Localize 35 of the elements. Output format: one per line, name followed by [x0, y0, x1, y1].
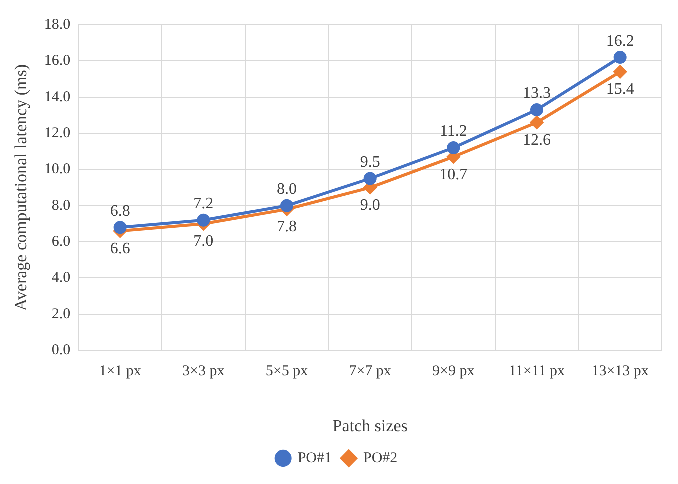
data-label: 9.5 [360, 154, 380, 171]
data-label: 15.4 [606, 81, 634, 98]
legend-label: PO#2 [364, 450, 398, 466]
data-label: 8.0 [276, 181, 297, 198]
x-tick-label: 1×1 px [99, 364, 142, 380]
y-tick-label: 0.0 [52, 342, 71, 359]
data-label: 12.6 [522, 132, 551, 149]
y-axis-title: Average computational latency (ms) [12, 64, 31, 312]
data-label: 10.7 [440, 166, 468, 184]
y-tick-label: 16.0 [44, 53, 71, 70]
legend-label: PO#1 [298, 450, 332, 466]
y-tick-label: 4.0 [52, 270, 71, 286]
y-tick-label: 18.0 [44, 16, 71, 33]
x-tick-label: 9×9 px [432, 364, 476, 380]
data-label: 11.2 [440, 123, 468, 140]
data-label: 13.3 [522, 85, 551, 102]
x-tick-label: 3×3 px [182, 364, 226, 380]
x-tick-label: 11×11 px [508, 364, 566, 380]
data-label: 16.2 [606, 32, 634, 50]
x-tick-label: 5×5 px [266, 364, 309, 380]
y-tick-label: 2.0 [52, 306, 71, 322]
y-tick-label: 6.0 [52, 234, 71, 250]
data-label: 7.2 [194, 196, 214, 213]
y-tick-label: 12.0 [44, 125, 71, 142]
data-label: 6.6 [110, 240, 130, 258]
y-tick-label: 10.0 [44, 162, 71, 178]
y-tick-label: 8.0 [52, 198, 71, 214]
data-label: 6.8 [110, 202, 130, 220]
data-label: 9.0 [360, 197, 380, 214]
x-tick-label: 13×13 px [592, 364, 650, 380]
data-label: 7.8 [276, 218, 297, 236]
x-axis-title: Patch sizes [332, 416, 408, 436]
data-label: 7.0 [194, 233, 214, 250]
x-tick-label: 7×7 px [349, 364, 392, 380]
y-tick-label: 14.0 [44, 89, 71, 106]
